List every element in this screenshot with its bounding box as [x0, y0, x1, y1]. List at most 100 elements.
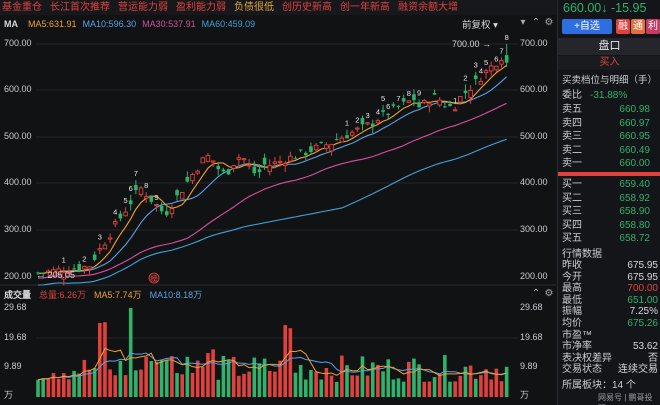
- order-book-row[interactable]: 卖二 660.49: [562, 144, 658, 157]
- stat-value: 675.26: [627, 318, 658, 329]
- volume-bar: [417, 364, 421, 397]
- collapse-icon[interactable]: ⌃: [531, 288, 541, 299]
- volume-bar: [288, 328, 293, 397]
- price-tick-label: 300.00: [4, 224, 32, 234]
- candle-body: [427, 103, 432, 107]
- connect-badge[interactable]: 通: [631, 19, 645, 34]
- candle-body: [210, 160, 216, 163]
- ma-label[interactable]: MA: [4, 19, 18, 29]
- chevron-down-icon[interactable]: ▾: [520, 17, 526, 28]
- candle-body: [437, 99, 442, 106]
- nine-turn-mark: 1: [345, 119, 349, 128]
- volume-bar: [489, 379, 493, 397]
- order-level-label: 买四: [562, 219, 582, 231]
- buy-in-tab[interactable]: 买入: [558, 56, 660, 70]
- nine-turn-mark: 3: [474, 61, 478, 70]
- volume-bar: [149, 361, 154, 397]
- candle-body: [463, 90, 468, 94]
- margin-badge[interactable]: 融: [616, 19, 630, 34]
- order-level-price: 660.97: [619, 117, 650, 129]
- candle-body: [319, 141, 324, 143]
- order-book-row[interactable]: 卖三 660.95: [562, 130, 658, 143]
- candle-body: [252, 166, 257, 174]
- order-book-row[interactable]: 买二 658.92: [562, 192, 658, 205]
- stock-tag[interactable]: 创一年新高: [340, 2, 390, 13]
- nine-turn-mark: 5: [381, 94, 385, 103]
- profit-badge[interactable]: 利: [646, 19, 660, 34]
- order-level-label: 买一: [562, 179, 582, 190]
- candle-body: [309, 146, 313, 153]
- candle-body: [412, 94, 416, 101]
- order-book-row[interactable]: 卖五 660.98: [562, 103, 658, 116]
- stat-value: 675.95: [627, 260, 658, 271]
- adjust-dropdown[interactable]: 前复权 ▾: [462, 20, 498, 31]
- volume-bar: [87, 369, 92, 397]
- stock-tag[interactable]: 基金重仓: [2, 2, 42, 13]
- candle-body: [345, 135, 349, 139]
- stock-tag[interactable]: 长江首次推荐: [50, 2, 110, 13]
- volume-bar: [396, 378, 401, 397]
- volume-bar: [298, 364, 303, 397]
- volume-bar: [113, 375, 118, 397]
- stock-tag[interactable]: 创历史新高: [282, 2, 332, 13]
- candle-body: [277, 160, 283, 163]
- volume-bar: [262, 358, 267, 397]
- ma5-value: MA5:631.91: [28, 19, 77, 29]
- candle-body: [391, 104, 396, 106]
- volume-bar: [195, 360, 200, 397]
- candle-body: [190, 174, 195, 182]
- settings-icon[interactable]: ⚙: [544, 288, 554, 299]
- nine-turn-mark: 9: [417, 88, 421, 97]
- volume-bar: [319, 379, 324, 397]
- add-watchlist-button[interactable]: +自选: [562, 19, 612, 34]
- volume-bar: [36, 379, 40, 397]
- candle-body: [154, 203, 159, 206]
- nine-turn-mark: 8: [505, 33, 509, 42]
- nine-turn-mark: 8: [407, 89, 411, 98]
- nine-turn-mark: 7: [134, 169, 138, 178]
- volume-bar: [252, 357, 257, 397]
- candle-body: [324, 144, 329, 149]
- order-book-row[interactable]: 买五 658.72: [562, 232, 658, 245]
- candle-body: [401, 98, 406, 102]
- nine-turn-mark: 6: [386, 102, 390, 111]
- candle-body: [231, 165, 236, 169]
- watermark: 网易号 | 鹏哥投研: [598, 393, 653, 405]
- volume-bar: [51, 373, 56, 397]
- collapse-icon[interactable]: ⌃: [531, 17, 541, 28]
- stat-value: 675.95: [627, 271, 658, 283]
- nine-turn-mark: 6: [129, 184, 133, 193]
- candle-body: [443, 106, 447, 108]
- sector-count[interactable]: 所属板块：14 个: [562, 380, 636, 391]
- candle-body: [360, 118, 365, 125]
- candle-body: [87, 266, 92, 270]
- volume-bar: [386, 359, 390, 397]
- order-book-row[interactable]: 买四 658.80: [562, 219, 658, 232]
- order-book-row[interactable]: 卖一 660.00: [562, 157, 658, 170]
- stock-tag[interactable]: 营运能力弱: [118, 2, 168, 13]
- candle-body: [134, 185, 138, 191]
- stock-tag[interactable]: 负债很低: [234, 2, 274, 13]
- market-stat-row: 均价 675.26: [562, 317, 658, 330]
- volume-bar: [360, 356, 365, 397]
- volume-bar: [267, 370, 272, 397]
- candle-body: [355, 127, 360, 130]
- candle-body: [468, 89, 473, 98]
- candle-body: [488, 65, 494, 72]
- volume-bar: [401, 381, 406, 397]
- volume-bar: [56, 378, 61, 397]
- order-book-title: 买卖档位与明细（手）: [562, 75, 658, 86]
- order-book-row[interactable]: 买三 658.90: [562, 205, 658, 218]
- price-tick-label: 300.00: [520, 224, 548, 234]
- stock-tag[interactable]: 融资余额大增: [398, 2, 458, 13]
- settings-icon[interactable]: ⚙: [544, 17, 554, 28]
- tab-order-book[interactable]: 盘口: [558, 38, 660, 55]
- order-book-row[interactable]: 卖四 660.97: [562, 117, 658, 130]
- price-tick-label: 500.00: [4, 131, 32, 141]
- order-level-label: 卖四: [562, 117, 582, 129]
- candle-body: [282, 163, 288, 167]
- order-book-row[interactable]: 买一 659.40: [562, 178, 658, 191]
- stock-tag[interactable]: 盈利能力弱: [176, 2, 226, 13]
- candle-body: [149, 195, 154, 202]
